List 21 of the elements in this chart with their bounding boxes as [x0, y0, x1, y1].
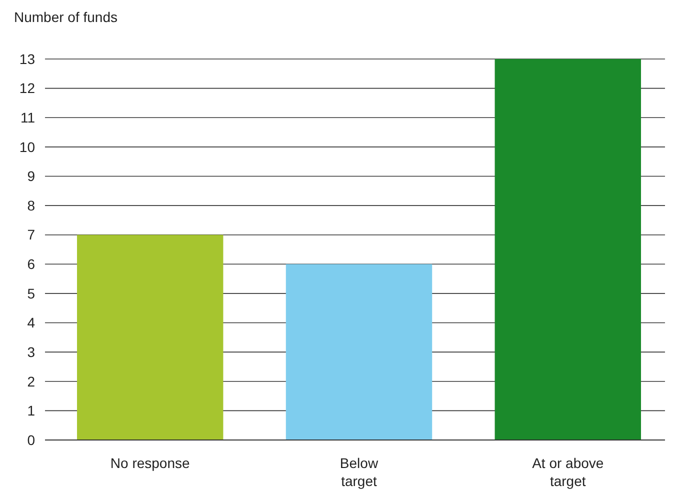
y-tick-label: 12: [19, 80, 36, 96]
y-tick-label: 1: [27, 402, 36, 419]
x-tick-label: No response: [110, 455, 190, 471]
y-tick-label: 10: [19, 138, 36, 155]
y-axis-title: Number of funds: [14, 9, 118, 25]
y-tick-label: 4: [27, 314, 36, 331]
y-tick-label: 0: [27, 432, 36, 448]
y-tick-label: 13: [19, 50, 36, 67]
bar: [77, 234, 224, 440]
y-tick-label: 2: [27, 373, 36, 390]
bar: [494, 59, 641, 440]
y-tick-label: 9: [27, 168, 36, 184]
y-tick-label: 11: [20, 110, 36, 126]
y-tick-label: 5: [27, 285, 36, 302]
y-tick-label: 3: [27, 344, 36, 360]
y-tick-label: 7: [27, 226, 36, 243]
bar: [286, 264, 432, 440]
x-tick-label: At or above target: [532, 455, 604, 489]
y-tick-label: 8: [27, 197, 36, 214]
y-tick-label: 6: [27, 256, 36, 272]
x-tick-label: Below target: [340, 455, 379, 489]
